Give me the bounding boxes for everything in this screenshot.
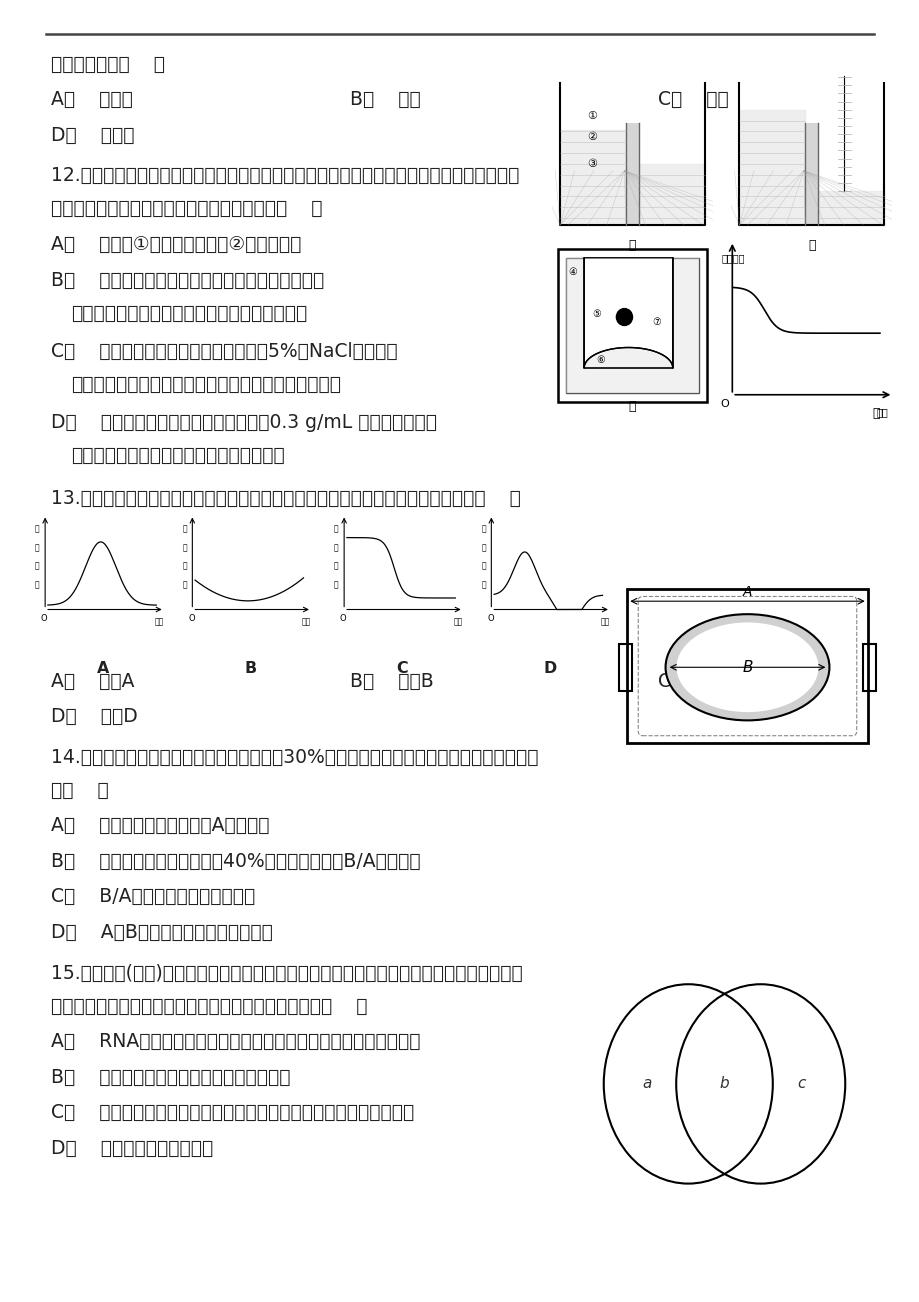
Text: D．    答案D: D． 答案D <box>51 707 137 727</box>
Text: 是（    ）: 是（ ） <box>51 781 108 799</box>
Text: C．    糖脂: C． 糖脂 <box>657 90 728 109</box>
Text: C．    B/A值能表示细胞失水的程度: C． B/A值能表示细胞失水的程度 <box>51 888 255 906</box>
Text: 哪种成分有关（    ）: 哪种成分有关（ ） <box>51 55 165 74</box>
Text: 图丙细胞膜上有载体蛋白，使其具有选择透过性: 图丙细胞膜上有载体蛋白，使其具有选择透过性 <box>71 303 307 323</box>
Text: A．    答案A: A． 答案A <box>51 672 134 690</box>
Text: B．    答案B: B． 答案B <box>349 672 433 690</box>
Text: 在显微镜下连续观察一段时间发现其不会发生质壁分离: 在显微镜下连续观察一段时间发现其不会发生质壁分离 <box>71 375 340 393</box>
Text: C．    若把图丙所示细胞放在质量分数为5%的NaCl溶液中，: C． 若把图丙所示细胞放在质量分数为5%的NaCl溶液中， <box>51 341 397 361</box>
Text: D．    胆固醇: D． 胆固醇 <box>51 126 134 145</box>
Text: C．    答案C: C． 答案C <box>657 672 741 690</box>
Text: B: B <box>244 661 256 676</box>
Text: D．    核孔复合物具有选择性: D． 核孔复合物具有选择性 <box>51 1139 212 1157</box>
Text: D．    A、B分别表示细胞和液泡的长度: D． A、B分别表示细胞和液泡的长度 <box>51 923 272 941</box>
Text: 15.心房颤动(房颤)是临床上最常见并且危害严重的心律失常疾病之一。最新研究表明，其致: 15.心房颤动(房颤)是临床上最常见并且危害严重的心律失常疾病之一。最新研究表明… <box>51 963 522 983</box>
Text: 12.如图所示，图乙是图甲发生渗透作用之后的示意图，图丙是根毛细胞示意图，图丁表示细: 12.如图所示，图乙是图甲发生渗透作用之后的示意图，图丙是根毛细胞示意图，图丁表… <box>51 167 518 185</box>
Text: A．    糖蛋白: A． 糖蛋白 <box>51 90 132 109</box>
Text: A．    图甲中①处溶液浓度小于②处溶液浓度: A． 图甲中①处溶液浓度小于②处溶液浓度 <box>51 234 301 254</box>
Text: D．    若把图丙所示细胞放在质量浓度为0.3 g/mL 的蔗糖溶液中，: D． 若把图丙所示细胞放在质量浓度为0.3 g/mL 的蔗糖溶液中， <box>51 413 437 432</box>
Text: A．    RNA在细胞核内合成，运出细胞核发挥作用与核孔复合物有关: A． RNA在细胞核内合成，运出细胞核发挥作用与核孔复合物有关 <box>51 1032 420 1051</box>
Text: 胞体积随时间变化的曲线。下列叙述错误的是（    ）: 胞体积随时间变化的曲线。下列叙述错误的是（ ） <box>51 199 322 219</box>
Text: C: C <box>396 661 408 676</box>
Text: B．    若该细胞处于质量分数为40%的蔗糖溶液中，B/A值将变小: B． 若该细胞处于质量分数为40%的蔗糖溶液中，B/A值将变小 <box>51 852 420 871</box>
Text: C．    人体成熟的红细胞中核孔复合物数量很少，因此红细胞代谢较弱: C． 人体成熟的红细胞中核孔复合物数量很少，因此红细胞代谢较弱 <box>51 1103 414 1122</box>
Text: A．    若将细胞置于清水中，A变化甚微: A． 若将细胞置于清水中，A变化甚微 <box>51 816 269 836</box>
Text: 13.在质壁分离和复原过程中，洋葱鳞片叶表皮细胞的吸水能力变化示意图正确的是（    ）: 13.在质壁分离和复原过程中，洋葱鳞片叶表皮细胞的吸水能力变化示意图正确的是（ … <box>51 488 520 508</box>
Text: A: A <box>97 661 109 676</box>
Text: B．    磷脂: B． 磷脂 <box>349 90 420 109</box>
Text: D: D <box>542 661 556 676</box>
Text: B．    图甲和图丙中都有半透膜，两者的本质区别是: B． 图甲和图丙中都有半透膜，两者的本质区别是 <box>51 271 323 289</box>
Text: B．    房颤可能与核质间的信息交流异常有关: B． 房颤可能与核质间的信息交流异常有关 <box>51 1068 289 1087</box>
Text: 14.如图为显微镜下某植物细胞在质量分数为30%的蔗糖溶液中的示意图。下列叙述中错误的: 14.如图为显微镜下某植物细胞在质量分数为30%的蔗糖溶液中的示意图。下列叙述中… <box>51 747 538 767</box>
Text: 病机制是核孔复合物的运输障碍。下列说法不正确的是（    ）: 病机制是核孔复合物的运输障碍。下列说法不正确的是（ ） <box>51 996 367 1016</box>
Text: 图丁表示细胞体积随时间推移而变化的曲线: 图丁表示细胞体积随时间推移而变化的曲线 <box>71 445 284 465</box>
